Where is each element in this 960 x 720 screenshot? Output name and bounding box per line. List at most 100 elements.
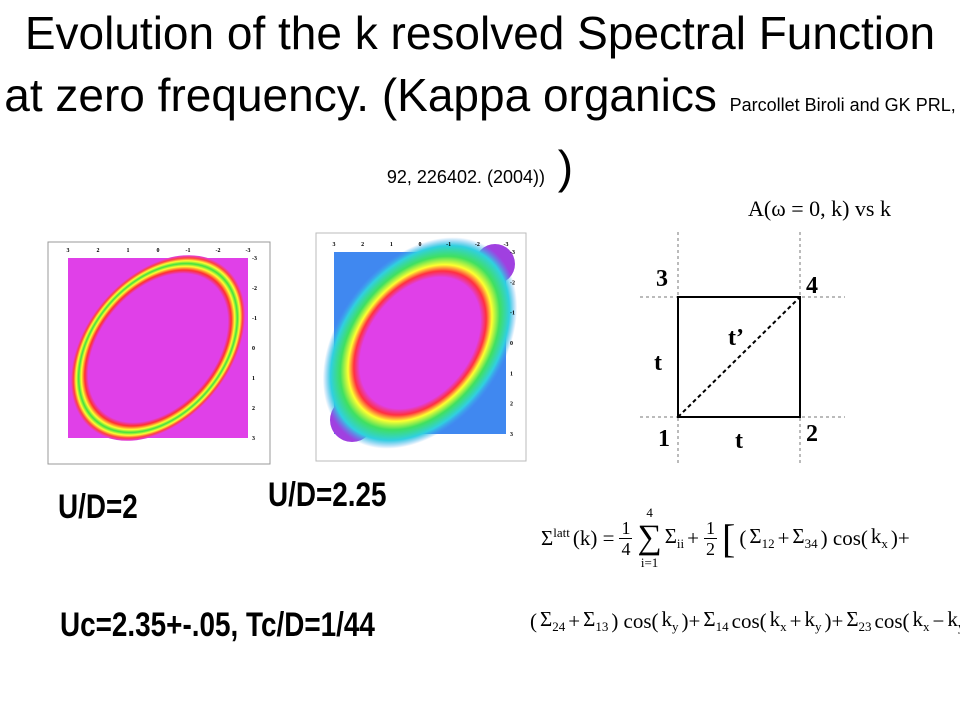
symbol-base: Σ	[749, 523, 762, 548]
subscript: 23	[858, 619, 872, 635]
formula-text: )+	[681, 609, 701, 633]
formula-text: cos(	[731, 609, 767, 633]
formula-line: (Σ24 + Σ13) cos(ky)+ Σ14 cos(kx + ky)+ Σ23 cos(k…	[528, 598, 960, 645]
slide-title: Evolution of the k resolved Spectral Fun…	[0, 2, 960, 208]
formula-text: )+	[824, 609, 844, 633]
formula-text: [	[722, 515, 736, 561]
subtitle-formula: A(ω = 0, k) vs k	[748, 196, 891, 221]
diagonal-bond	[677, 296, 801, 418]
tick-label: -2	[475, 242, 480, 248]
tick-label: -2	[510, 280, 515, 286]
site-label: 3	[656, 266, 668, 292]
symbol: ky	[662, 607, 679, 635]
subscript: 24	[552, 619, 566, 635]
subscript: ii	[676, 536, 685, 552]
tick-label: 2	[252, 406, 255, 412]
symbol-base: k	[769, 607, 781, 632]
denominator: 2	[706, 538, 715, 559]
tick-label: -1	[446, 242, 451, 248]
denominator: 4	[621, 538, 631, 559]
symbol: ky	[804, 607, 821, 635]
tick-label: -1	[252, 316, 257, 322]
tick-label: -3	[510, 250, 515, 256]
symbol-base: Σ	[664, 523, 677, 548]
symbol: kx	[770, 607, 787, 635]
tick-label: 3	[67, 248, 70, 254]
upper-limit: 4	[646, 505, 653, 520]
tick-label: 0	[157, 248, 160, 254]
critical-values: Uc=2.35+-.05, Tc/D=1/44	[60, 606, 375, 644]
tick-label: 0	[419, 242, 422, 248]
symbol: Σ24	[540, 607, 565, 635]
plot-label: U/D=2	[58, 488, 138, 526]
site-label: 1	[658, 426, 670, 452]
symbol-base: Σ	[540, 607, 553, 632]
subscript: x	[881, 536, 888, 552]
formula-text: (k) =	[572, 525, 615, 550]
superscript: latt	[553, 525, 570, 540]
tick-label: 2	[361, 242, 364, 248]
tick-label: 3	[333, 242, 336, 248]
tick-label: 1	[252, 376, 255, 382]
title-close: )	[557, 141, 574, 193]
symbol-base: k	[947, 607, 958, 632]
symbol-base: k	[661, 607, 673, 632]
tick-label: 1	[390, 242, 393, 248]
symbol: Σ14	[703, 607, 728, 635]
tick-label: -3	[246, 248, 251, 254]
symbol: Σlatt	[541, 525, 570, 551]
tick-label: -3	[504, 242, 509, 248]
formula-text: ) cos(	[611, 609, 659, 633]
subscript: y	[814, 619, 822, 635]
formula-line: Σlatt (k) = 1 4 4 ∑ i=1 Σii +1 2[(Σ12 + Σ34) cos(kx…	[540, 505, 912, 571]
subscript: y	[672, 619, 679, 635]
tick-label: 2	[510, 402, 513, 408]
formula-text: (	[530, 609, 537, 633]
tick-label: -2	[252, 286, 257, 292]
tick-label: -2	[216, 248, 221, 254]
subscript: 13	[595, 619, 609, 635]
symbol-base: Σ	[792, 523, 805, 548]
sum-symbol: ∑	[637, 519, 662, 556]
subscript: 12	[761, 536, 775, 552]
subscript: 34	[804, 536, 818, 552]
formula-text: ) cos(	[820, 525, 868, 550]
formula-text: +	[789, 609, 802, 633]
subscript: x	[923, 619, 930, 635]
summation: 4 ∑ i=1	[637, 505, 661, 571]
symbol: kx	[871, 524, 888, 552]
symbol-base: Σ	[846, 607, 859, 632]
spectral-ring	[70, 255, 246, 441]
tick-label: 1	[510, 371, 513, 377]
tick-label: 0	[510, 341, 513, 347]
symbol-base: k	[804, 607, 815, 632]
plaquette	[677, 296, 801, 418]
tick-label: -1	[510, 311, 515, 317]
symbol-base: k	[870, 523, 882, 548]
formula-text: cos(	[874, 609, 910, 633]
symbol: ky	[947, 607, 960, 635]
tick-label: -3	[252, 256, 257, 262]
symbol: Σii	[665, 524, 684, 552]
formula-text: +	[687, 525, 699, 550]
tick-label: 3	[510, 432, 513, 438]
symbol: Σ23	[846, 607, 871, 635]
tick-label: 2	[97, 248, 100, 254]
formula-text: +	[777, 525, 790, 550]
formula-text: +	[568, 609, 581, 633]
formula-text: −	[932, 609, 945, 633]
site-label: 4	[806, 273, 818, 299]
symbol: Σ12	[749, 524, 774, 552]
bond-label: t’	[728, 325, 744, 351]
tick-label: 0	[252, 346, 255, 352]
numerator: 1	[619, 517, 633, 539]
lower-limit: i=1	[640, 555, 659, 570]
tick-label: 1	[127, 248, 130, 254]
tick-label: -1	[186, 248, 191, 254]
spectral-ring	[322, 237, 518, 449]
symbol-base: Σ	[541, 526, 554, 550]
